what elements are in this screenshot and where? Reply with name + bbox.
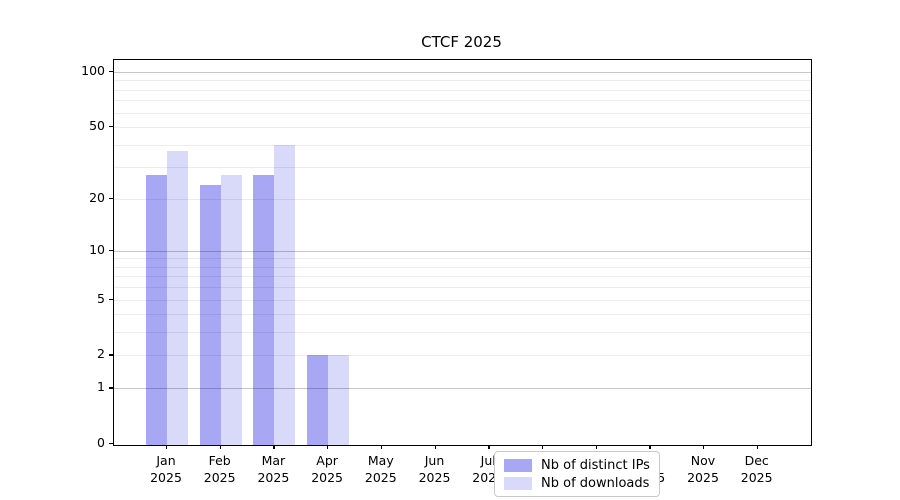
x-tick-mark <box>166 445 168 449</box>
y-tick-mark <box>109 387 113 389</box>
bars-layer <box>114 60 811 445</box>
x-tick-mark <box>541 445 544 449</box>
x-tick-mark <box>703 445 705 449</box>
x-tick-month: Apr <box>316 453 338 468</box>
x-tick-month: Dec <box>744 453 769 468</box>
x-tick-year: 2025 <box>203 469 236 485</box>
x-tick-mark <box>327 445 329 449</box>
bar-distinct-ips-apr <box>307 355 329 445</box>
y-tick-label: 2 <box>97 346 105 362</box>
y-tick-mark <box>109 126 113 128</box>
x-tick-mark <box>488 445 490 449</box>
x-tick-mark <box>380 445 383 449</box>
x-tick-mark <box>219 445 222 449</box>
x-tick-year: 2025 <box>311 469 343 485</box>
bar-downloads-jan <box>167 150 188 445</box>
y-tick-label: 1 <box>97 379 105 395</box>
y-tick-mark <box>109 354 113 356</box>
x-tick-year: 2025 <box>150 469 182 485</box>
x-tick-mark <box>595 445 597 449</box>
bar-distinct-ips-mar <box>253 175 275 445</box>
y-tick-mark <box>109 298 113 300</box>
x-tick-year: 2025 <box>364 469 397 485</box>
y-tick-label: 50 <box>89 118 105 134</box>
x-tick-label: May 2025 <box>349 453 413 486</box>
x-tick-month: Feb <box>208 453 231 468</box>
x-tick-month: Nov <box>690 453 716 468</box>
x-tick-mark <box>649 445 651 449</box>
x-tick-label: Nov 2025 <box>671 453 735 486</box>
y-tick-label: 5 <box>97 290 105 306</box>
x-tick-mark <box>756 445 759 449</box>
y-tick-label: 0 <box>97 435 105 450</box>
x-tick-month: May <box>367 453 394 468</box>
bar-downloads-feb <box>220 175 242 445</box>
legend-label-downloads: Nb of downloads <box>541 475 650 491</box>
legend-entry-distinct-ips: Nb of distinct IPs <box>495 458 659 473</box>
bar-distinct-ips-feb <box>199 184 221 445</box>
x-tick-label: Apr 2025 <box>295 453 359 486</box>
x-tick-month: Jan <box>156 453 176 468</box>
legend-entry-downloads: Nb of downloads <box>495 476 659 491</box>
y-tick-mark <box>109 197 113 199</box>
x-tick-mark <box>273 445 275 449</box>
plot-area: Nb of distinct IPs Nb of downloads <box>113 59 812 497</box>
y-tick-label: 10 <box>89 241 105 257</box>
x-tick-year: 2025 <box>740 469 773 485</box>
x-tick-label: Jun 2025 <box>403 453 467 486</box>
y-tick-mark <box>109 443 113 445</box>
x-tick-label: Feb 2025 <box>188 453 252 486</box>
bar-distinct-ips-jan <box>146 175 167 445</box>
x-tick-label: Mar 2025 <box>241 453 305 486</box>
x-tick-month: Jun <box>424 453 445 468</box>
x-tick-year: 2025 <box>257 469 290 485</box>
x-tick-label: Jan 2025 <box>134 453 198 486</box>
y-tick-mark <box>109 70 113 73</box>
legend-swatch-downloads <box>504 476 532 490</box>
x-tick-year: 2025 <box>687 469 719 485</box>
x-tick-month: Mar <box>261 453 286 468</box>
x-tick-label: Dec 2025 <box>725 453 789 486</box>
y-tick-label: 100 <box>81 62 105 78</box>
x-tick-year: 2025 <box>418 469 451 485</box>
y-tick-label: 20 <box>89 189 105 205</box>
chart-title: CTCF 2025 <box>421 33 502 51</box>
x-tick-month: Jul <box>480 453 496 468</box>
legend-label-distinct-ips: Nb of distinct IPs <box>541 457 650 473</box>
x-tick-mark <box>434 445 436 449</box>
bar-downloads-mar <box>274 144 296 445</box>
legend-swatch-distinct-ips <box>504 458 532 472</box>
legend: Nb of distinct IPs Nb of downloads <box>494 451 660 497</box>
bar-downloads-apr <box>328 355 350 445</box>
y-tick-mark <box>109 249 113 252</box>
